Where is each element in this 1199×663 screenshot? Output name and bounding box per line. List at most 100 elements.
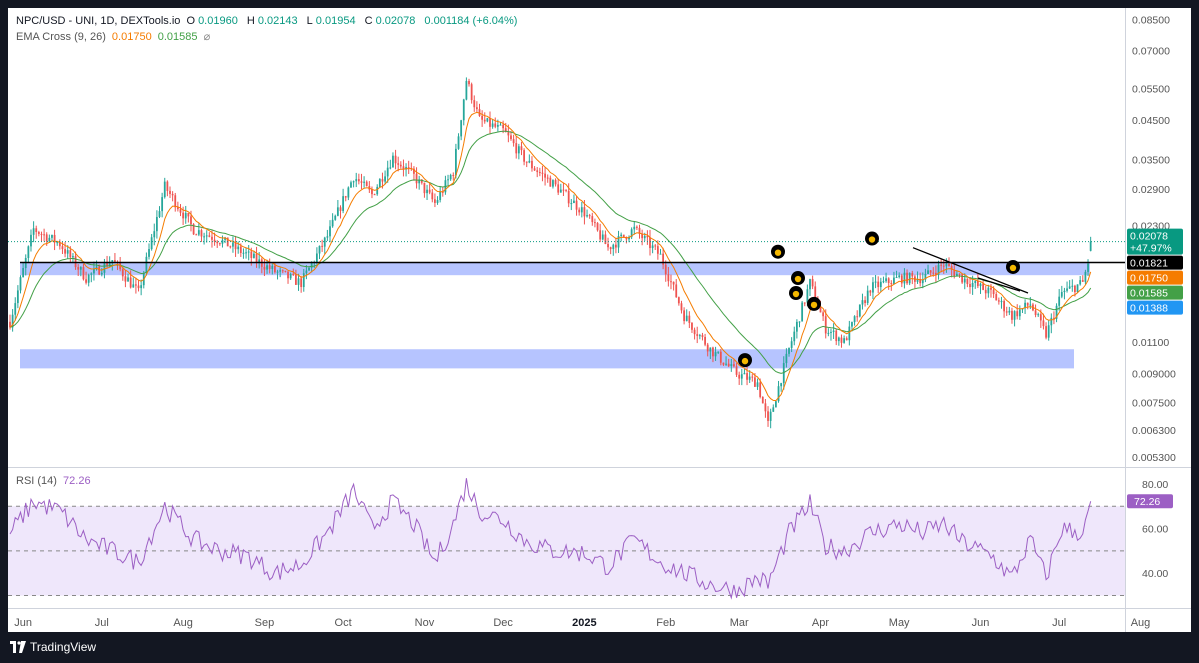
y-tick-label: 0.006300 [1132,425,1176,437]
candle-body [1047,325,1050,338]
candle-body [869,290,872,293]
candle-body [743,373,746,375]
candle-body [1018,309,1021,317]
candle-body [357,179,360,182]
candle-body [331,219,334,227]
price-label-value: 0.01388 [1130,303,1168,315]
candle-body [1076,284,1079,293]
candle-body [945,263,948,267]
candle-body [979,283,982,287]
candle-body [431,192,434,200]
candle-body [426,189,428,194]
candle-body [1087,263,1089,272]
candle-body [714,352,717,357]
candle-body [955,273,958,276]
candle-body [806,289,809,303]
candle-body [192,224,195,235]
candle-body [822,312,825,317]
rsi-band [8,506,1125,596]
candle-body [958,273,961,275]
candle-body [848,326,851,341]
candle-body [19,277,22,291]
candle-body [386,167,389,177]
candle-body [1042,320,1045,327]
candle-body [565,189,567,191]
candle-body [567,190,570,204]
price-label-tag [1127,255,1183,270]
ema-label: EMA Cross (9, 26) [16,31,106,43]
candle-body [79,267,82,270]
candle-body [171,193,174,196]
candle-body [441,191,444,193]
candle-body [932,272,935,274]
tradingview-logo-icon[interactable] [10,641,26,653]
candle-body [153,231,156,238]
candle-body [302,273,305,288]
y-tick-label: 0.08500 [1132,15,1170,27]
candle-body [607,244,609,248]
candle-body [318,245,321,254]
price-label-tag [1127,285,1183,300]
candle-body [830,331,832,333]
candle-body [224,237,226,240]
chart-svg[interactable]: 0.08500 0.07000 0.05500 0.04500 0.03500 0.029… [8,8,1191,632]
candle-body [1045,326,1047,338]
candle-body [507,132,510,136]
candle-body [321,245,324,247]
candle-body [1066,288,1068,291]
candle-body [16,290,19,304]
candle-body [1011,310,1013,320]
y-tick-label: 0.07000 [1132,45,1170,57]
candle-body [872,282,874,293]
candle-body [64,249,66,254]
candle-body [599,230,602,240]
candle-body [284,270,287,272]
candle-body [622,234,625,237]
candle-body [428,189,431,193]
ema-slow-value: 0.01585 [157,31,198,43]
hide-icon[interactable]: ⌀ [203,31,211,43]
candle-body [465,80,468,100]
candle-body [360,181,363,183]
candle-body [761,396,764,404]
candle-body [851,322,853,327]
candle-body [415,173,418,184]
candle-body [460,120,463,137]
ema-fast-line [9,111,1092,402]
candle-body [336,207,339,216]
x-tick-label: May [889,617,910,629]
candle-body [997,300,1000,302]
candle-body [347,187,350,198]
candle-body [667,274,670,282]
candle-body [811,279,814,287]
candle-body [137,285,140,289]
candle-body [481,115,484,120]
candle-body [900,275,903,284]
candle-body [921,279,924,284]
brand-name[interactable]: TradingView [30,640,97,654]
candle-body [596,222,599,231]
candle-body [961,274,964,283]
candle-body [517,146,520,154]
candle-body [1084,271,1087,282]
candle-body [297,278,300,285]
candle-body [279,270,282,272]
candle-body [93,268,95,274]
candle-body [90,273,93,275]
candle-body [882,281,885,283]
candle-body [203,236,205,238]
candle-body [27,246,30,259]
candle-body [9,321,11,328]
candle-body [221,239,224,244]
candle-body [769,411,772,421]
candle-body [635,226,638,228]
candle-body [701,335,704,337]
candle-body [1026,302,1029,306]
candle-body [698,335,701,337]
candle-body [594,222,596,224]
candle-body [588,215,591,217]
candle-body [22,268,25,278]
candle-body [339,207,342,211]
candle-body [1068,286,1071,289]
candle-body [129,277,132,288]
